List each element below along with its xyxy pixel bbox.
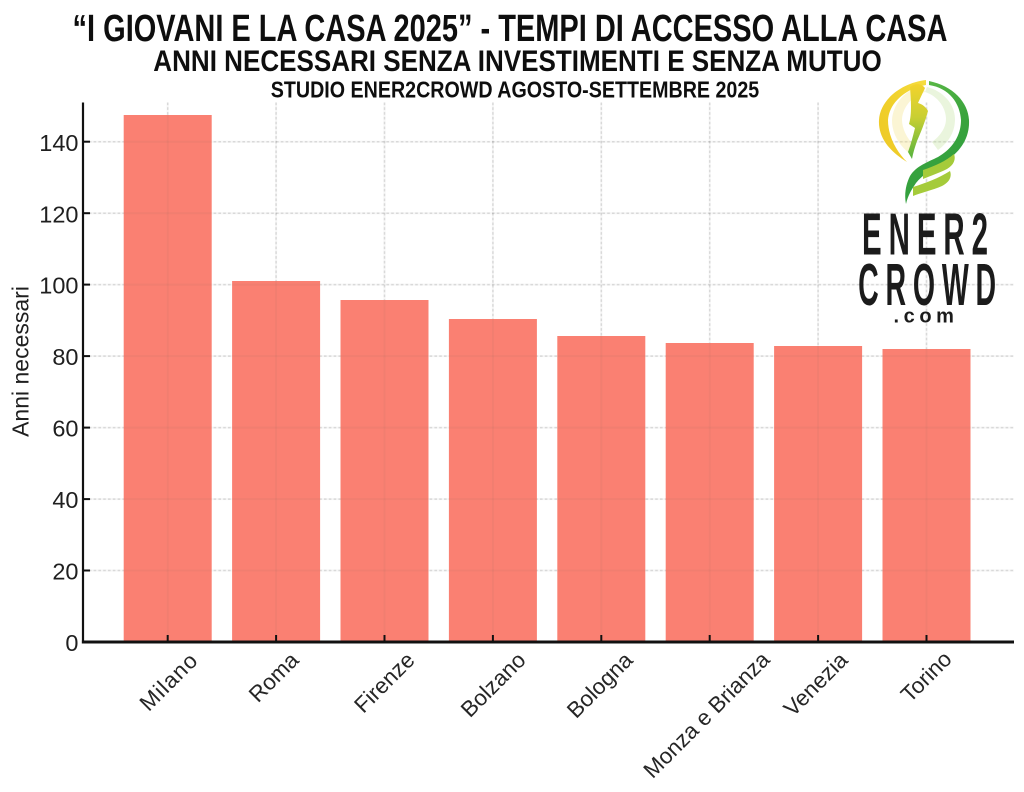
svg-text:ANNI NECESSARI SENZA INVESTIME: ANNI NECESSARI SENZA INVESTIMENTI E SENZ…: [153, 44, 881, 77]
svg-text:Anni necessari: Anni necessari: [8, 286, 34, 437]
svg-text:40: 40: [52, 487, 78, 513]
svg-text:140: 140: [39, 130, 78, 156]
svg-text:60: 60: [52, 416, 78, 442]
svg-text:ENER2: ENER2: [862, 201, 995, 267]
svg-text:20: 20: [52, 559, 78, 585]
svg-text:0: 0: [65, 630, 78, 656]
svg-text:STUDIO ENER2CROWD AGOSTO-SETTE: STUDIO ENER2CROWD AGOSTO-SETTEMBRE 2025: [271, 76, 759, 103]
svg-text:100: 100: [39, 273, 78, 299]
svg-text:CROWD: CROWD: [858, 251, 1003, 317]
svg-text:“I GIOVANI E LA CASA 2025” - T: “I GIOVANI E LA CASA 2025” - TEMPI DI AC…: [73, 8, 948, 50]
svg-text:.com: .com: [893, 306, 958, 328]
svg-text:120: 120: [39, 201, 78, 227]
svg-text:80: 80: [52, 344, 78, 370]
